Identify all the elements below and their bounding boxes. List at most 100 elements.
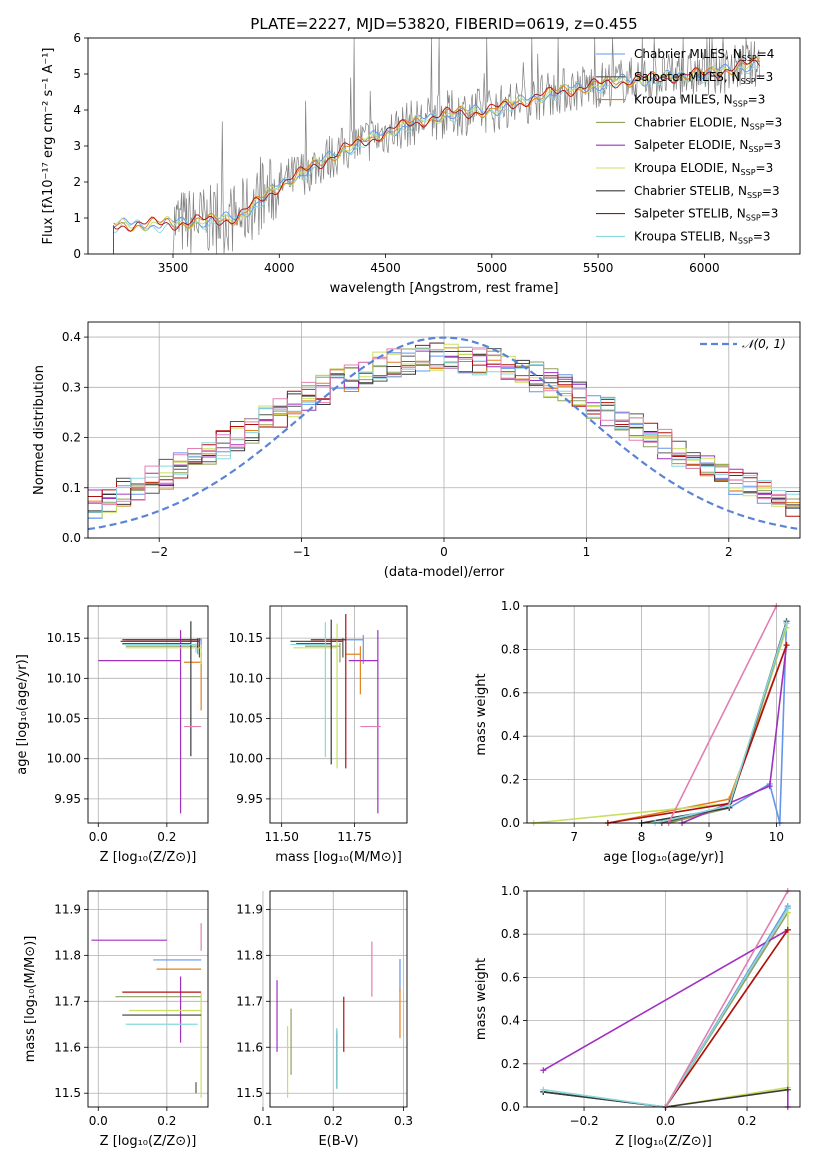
x-tick-label: 0.2: [737, 1114, 756, 1128]
x-tick-label: 11.50: [264, 830, 298, 844]
x-tick-label: 10: [769, 830, 784, 844]
y-tick-label: 2: [73, 175, 81, 189]
y-tick-label: 1: [73, 211, 81, 225]
panel-age_vs_mass: 11.50 11.75 9.95 10.00 10.05 10.10 10.15 mass […: [229, 605, 408, 865]
y-tick-label: 0.0: [501, 816, 520, 830]
plot-area: [87, 336, 800, 531]
y-tick-label: 0.0: [501, 1100, 520, 1114]
x-tick-label: −1: [293, 545, 311, 559]
data-point: [122, 621, 192, 757]
y-tick-label: 10.00: [47, 752, 81, 766]
data-point: [310, 614, 347, 769]
y-tick-label: 0: [73, 247, 81, 261]
x-axis-label: mass [log₁₀(M/M⊙)]: [275, 850, 402, 865]
x-tick-label: 0.1: [253, 1114, 272, 1128]
x-tick-label: 4000: [264, 261, 295, 275]
x-axis-label: Z [log₁₀(Z/Z⊙)]: [100, 1134, 197, 1149]
series-line: [661, 620, 788, 824]
y-tick-label: 0.2: [62, 431, 81, 445]
y-tick-label: 0.4: [501, 729, 520, 743]
residual-histogram: [88, 348, 800, 507]
y-tick-label: 6: [73, 31, 81, 45]
y-tick-label: 11.6: [236, 1040, 263, 1054]
plot-area: [113, 37, 760, 255]
series-line: [667, 605, 778, 824]
series-line: [664, 929, 789, 1108]
x-tick-label: 0.2: [157, 1114, 176, 1128]
data-point: [184, 652, 202, 711]
y-tick-label: 0.0: [62, 531, 81, 545]
y-tick-label: 10.05: [229, 712, 263, 726]
y-tick-label: 10.10: [47, 671, 81, 685]
panel-mass_weight_vs_Z: −0.2 0.0 0.2 0.0 0.2 0.4 0.6 0.8 1.0 Z [log₁₀(Z/Z…: [474, 884, 801, 1149]
data-point: [290, 622, 326, 758]
x-tick-label: 0: [440, 545, 448, 559]
plot-area: [98, 621, 202, 814]
series-marker: [784, 926, 791, 933]
legend-label: Kroupa ELODIE, NSSP=3: [634, 161, 773, 177]
y-tick-label: 0.8: [501, 927, 520, 941]
series-marker: [783, 620, 790, 627]
y-tick-label: 10.05: [47, 712, 81, 726]
model-spectrum: [113, 56, 760, 232]
plot-area: [530, 603, 790, 826]
x-tick-label: 0.2: [324, 1114, 343, 1128]
plot-area: [290, 614, 381, 814]
y-tick-label: 11.8: [236, 948, 263, 962]
y-tick-label: 0.4: [62, 330, 81, 344]
legend-label: Kroupa STELIB, NSSP=3: [634, 229, 771, 245]
data-point: [290, 638, 344, 658]
series-marker: [784, 905, 791, 912]
y-tick-label: 11.7: [54, 994, 81, 1008]
model-spectrum: [113, 56, 760, 232]
legend-label: Salpeter MILES, NSSP=3: [634, 70, 773, 86]
y-tick-label: 0.6: [501, 970, 520, 984]
x-axis-label: wavelength [Angstrom, rest frame]: [330, 281, 559, 296]
panel-age_vs_Z: 0.0 0.2 9.95 10.00 10.05 10.10 10.15 Z [log₁₀(Z…: [15, 605, 209, 865]
x-tick-label: 0.2: [157, 830, 176, 844]
y-axis-label: mass weight: [474, 673, 489, 755]
series-marker: [784, 1086, 791, 1093]
y-tick-label: 11.5: [236, 1086, 263, 1100]
data-point: [129, 993, 202, 1098]
data-point: [304, 642, 341, 663]
y-tick-label: 5: [73, 67, 81, 81]
residual-histogram: [88, 342, 800, 504]
y-tick-label: 0.2: [501, 773, 520, 787]
series-line: [654, 623, 788, 824]
x-tick-label: 11.75: [337, 830, 371, 844]
y-tick-label: 0.6: [501, 686, 520, 700]
y-tick-label: 10.15: [229, 631, 263, 645]
plot-area: [91, 923, 202, 1098]
series-marker: [540, 1067, 547, 1074]
y-tick-label: 0.3: [62, 380, 81, 394]
model-spectrum: [113, 59, 760, 232]
panel-mass_weight_vs_age: 7 8 9 10 0.0 0.2 0.4 0.6 0.8 1.0 age [log₁₀(age/yr…: [474, 599, 801, 865]
y-tick-label: 11.7: [236, 994, 263, 1008]
legend-label: Chabrier STELIB, NSSP=3: [634, 184, 780, 200]
axes-frame: [526, 890, 801, 1108]
panel-mass_vs_Z: 0.0 0.2 11.5 11.6 11.7 11.8 11.9 Z [log₁₀(Z/Z⊙)…: [23, 890, 209, 1149]
x-axis-label: (data-model)/error: [384, 565, 505, 580]
x-axis-label: E(B-V): [318, 1134, 358, 1149]
normal-reference-curve: [87, 336, 798, 531]
x-tick-label: 7: [570, 830, 578, 844]
series-line: [607, 644, 788, 824]
panel-residuals: −2 −1 0 1 2 0.0 0.1 0.2 0.3 0.4 (data-model)/error…: [32, 321, 801, 580]
series-line: [664, 890, 789, 1108]
series-marker: [766, 783, 773, 790]
series-line: [533, 627, 788, 824]
residual-histogram: [88, 347, 800, 513]
series-line: [668, 627, 788, 824]
x-axis-label: Z [log₁₀(Z/Z⊙)]: [100, 850, 197, 865]
y-tick-label: 0.1: [62, 481, 81, 495]
series-line: [607, 644, 788, 824]
y-tick-label: 10.10: [229, 671, 263, 685]
x-axis-label: age [log₁₀(age/yr)]: [603, 850, 724, 865]
y-tick-label: 10.00: [229, 752, 263, 766]
x-tick-label: −0.2: [569, 1114, 598, 1128]
x-tick-label: 0.0: [89, 830, 108, 844]
series-line: [728, 621, 788, 824]
data-point: [125, 644, 202, 664]
y-tick-label: 11.9: [236, 902, 263, 916]
